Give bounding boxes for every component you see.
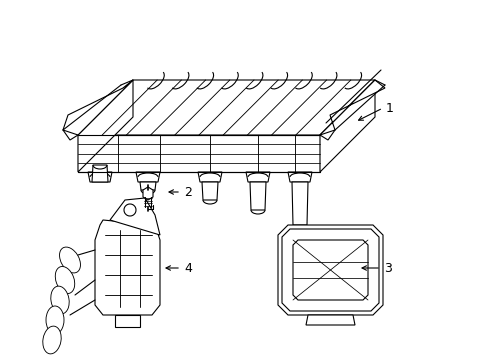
Polygon shape [278,225,382,315]
Polygon shape [305,315,354,325]
Text: 2: 2 [183,185,191,198]
Polygon shape [291,182,307,225]
Polygon shape [78,135,319,172]
Polygon shape [287,172,311,182]
Polygon shape [142,187,153,200]
Polygon shape [115,315,140,327]
Ellipse shape [43,326,61,354]
Polygon shape [136,172,160,182]
Ellipse shape [46,306,64,334]
Polygon shape [88,172,112,182]
Polygon shape [63,80,133,140]
Polygon shape [140,182,156,190]
Polygon shape [198,172,222,182]
Text: 1: 1 [385,102,393,114]
Text: 3: 3 [383,261,391,274]
Polygon shape [78,80,374,135]
Polygon shape [245,172,269,182]
Text: 4: 4 [183,261,191,274]
Polygon shape [319,80,384,140]
Ellipse shape [51,286,69,314]
Polygon shape [92,165,108,182]
Polygon shape [319,80,374,172]
Polygon shape [202,182,218,200]
Polygon shape [78,80,133,172]
Ellipse shape [60,247,81,273]
Polygon shape [110,198,160,235]
Ellipse shape [55,266,75,293]
Polygon shape [95,220,160,315]
Polygon shape [249,182,265,210]
